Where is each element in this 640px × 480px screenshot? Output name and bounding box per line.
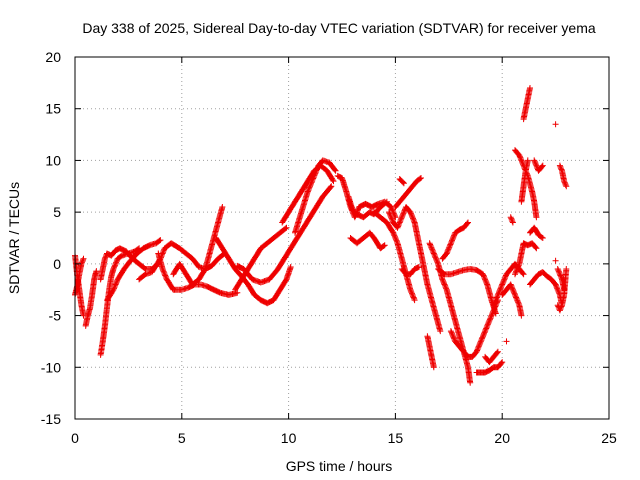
y-tick-labels: -15 -10 -5 0 5 10 15 20 (41, 49, 61, 427)
axis-ticks (74, 56, 610, 420)
y-tick-label: 5 (53, 204, 61, 220)
x-tick-label: 5 (178, 430, 186, 446)
grid (75, 57, 609, 419)
x-tick-label: 0 (71, 430, 79, 446)
y-axis-label: SDTVAR / TECUs (6, 182, 22, 294)
x-tick-label: 20 (494, 430, 510, 446)
chart-title: Day 338 of 2025, Sidereal Day-to-day VTE… (82, 20, 595, 36)
x-tick-label: 25 (601, 430, 617, 446)
y-tick-label: 15 (45, 101, 61, 117)
x-tick-label: 10 (281, 430, 297, 446)
data-markers (72, 85, 570, 386)
y-tick-label: 20 (45, 49, 61, 65)
y-tick-label: 10 (45, 152, 61, 168)
x-tick-label: 15 (388, 430, 404, 446)
x-axis-label: GPS time / hours (286, 458, 393, 474)
y-tick-label: 0 (53, 256, 61, 272)
x-tick-labels: 0 5 10 15 20 25 (71, 430, 617, 446)
plot-frame (74, 56, 610, 420)
data-points (72, 85, 570, 386)
y-tick-label: -10 (41, 359, 61, 375)
y-tick-label: -15 (41, 411, 61, 427)
y-tick-label: -5 (49, 308, 62, 324)
